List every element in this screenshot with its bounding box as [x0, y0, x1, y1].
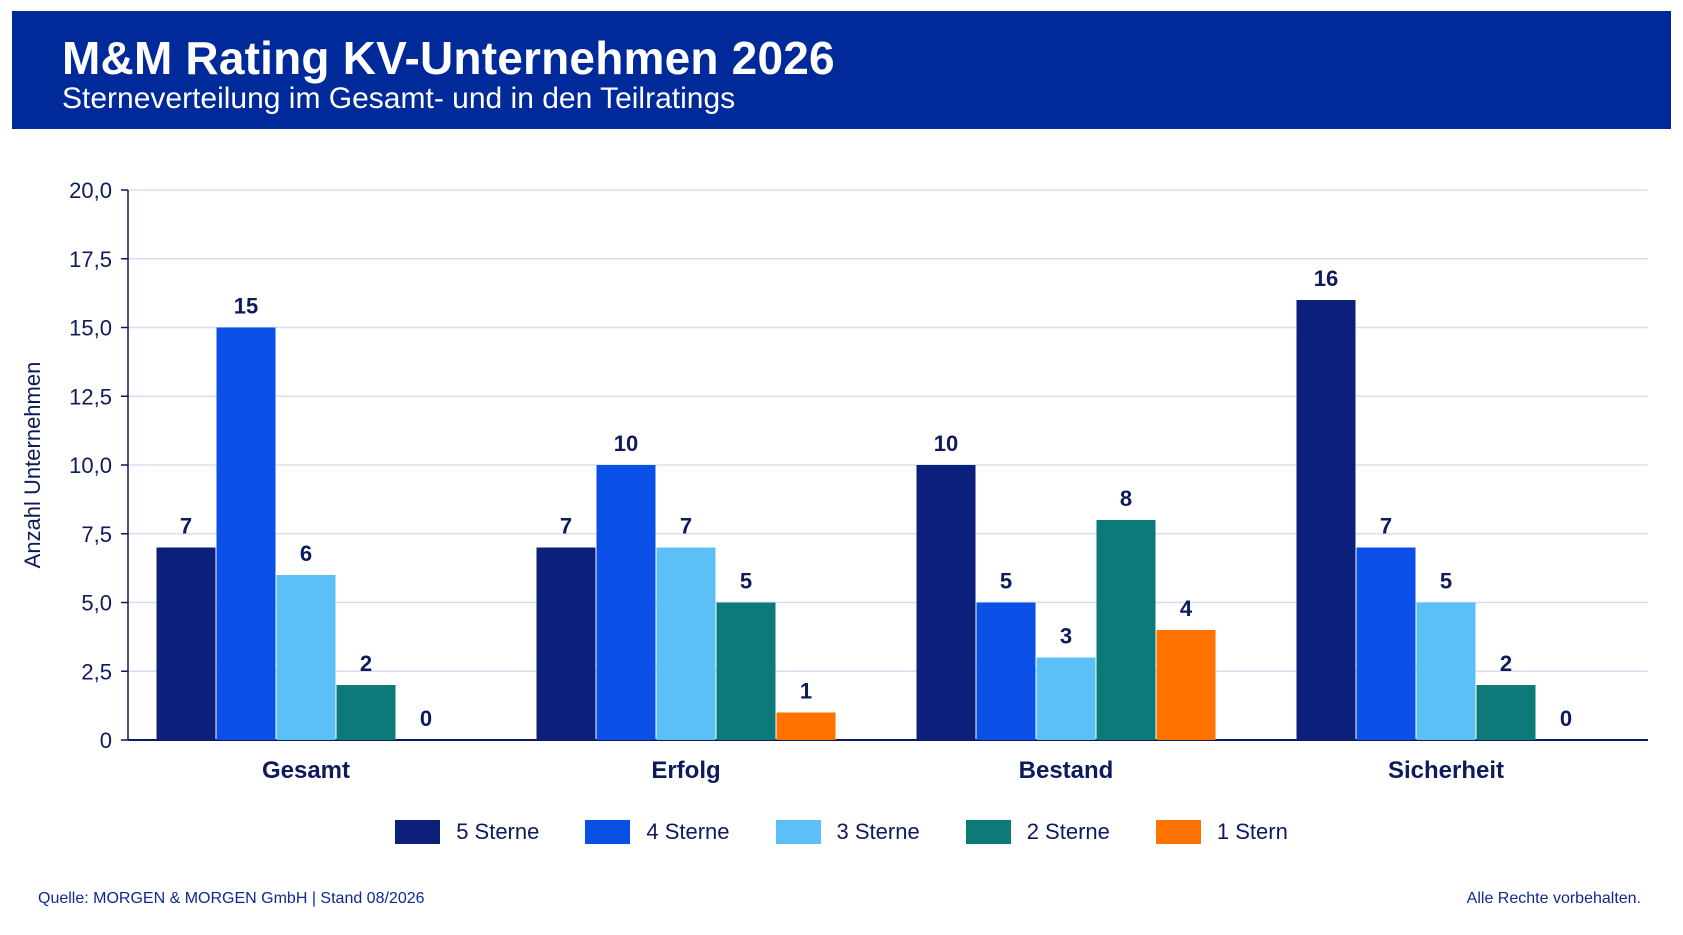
bar [1296, 300, 1356, 740]
grid-lines [128, 189, 1648, 672]
data-labels: 7 15 6 2 0 7 10 7 5 1 10 5 3 8 4 16 7 5 2 0 [180, 266, 1572, 731]
legend-label: 5 Sterne [456, 819, 540, 844]
data-label: 3 [1060, 624, 1072, 649]
legend-swatch [965, 820, 1011, 844]
data-label: 4 [1180, 596, 1193, 621]
y-tick-label: 7,5 [81, 522, 112, 547]
rights-note: Alle Rechte vorbehalten. [1466, 890, 1641, 907]
legend-swatch [585, 820, 631, 844]
legend-item: 4 Sterne [585, 819, 730, 845]
data-label: 0 [420, 706, 432, 731]
legend-item: 1 Stern [1155, 819, 1288, 845]
y-tick-label: 5,0 [81, 591, 112, 616]
data-label: 6 [300, 541, 312, 566]
x-category-label: Erfolg [651, 757, 720, 784]
legend-item: 3 Sterne [775, 819, 920, 845]
chart-title: M&M Rating KV-Unternehmen 2026 [62, 32, 835, 84]
bar [716, 602, 776, 740]
y-tick-label: 2,5 [81, 659, 112, 684]
bar [656, 547, 716, 740]
bar [976, 602, 1036, 740]
bar [776, 712, 836, 740]
bar [1356, 547, 1416, 740]
legend-label: 2 Sterne [1026, 819, 1110, 844]
bar [1036, 657, 1096, 740]
x-category-label: Bestand [1019, 757, 1114, 784]
data-label: 16 [1314, 266, 1338, 291]
bar [916, 465, 976, 740]
data-label: 10 [614, 431, 638, 456]
legend-swatch [395, 820, 441, 844]
bar [1416, 602, 1476, 740]
bar [336, 685, 396, 740]
data-label: 15 [234, 294, 258, 319]
x-category-label: Gesamt [262, 757, 350, 784]
data-label: 2 [1500, 651, 1512, 676]
data-label: 7 [680, 514, 692, 539]
source-note: Quelle: MORGEN & MORGEN GmbH | Stand 08/… [38, 890, 425, 907]
legend-label: 4 Sterne [646, 819, 730, 844]
bar [596, 465, 656, 740]
legend-item: 2 Sterne [965, 819, 1110, 845]
y-tick-label: 10,0 [69, 453, 112, 478]
y-axis-label: Anzahl Unternehmen [20, 362, 45, 569]
data-label: 5 [1440, 569, 1452, 594]
data-label: 5 [1000, 569, 1012, 594]
chart-subtitle: Sterneverteilung im Gesamt- und in den T… [62, 82, 736, 115]
data-label: 7 [180, 514, 192, 539]
bar [1156, 630, 1216, 740]
bar [276, 575, 336, 740]
data-label: 2 [360, 651, 372, 676]
bar [1476, 685, 1536, 740]
legend-item: 5 Sterne [395, 819, 539, 845]
y-tick-label: 17,5 [69, 247, 112, 272]
data-label: 7 [1380, 514, 1392, 539]
y-tick-label: 20,0 [69, 178, 112, 203]
bars [156, 300, 1536, 740]
legend-label: 3 Sterne [836, 819, 920, 844]
bar [216, 327, 276, 740]
data-label: 0 [1560, 706, 1572, 731]
data-label: 8 [1120, 486, 1132, 511]
y-tick-label: 12,5 [69, 384, 112, 409]
bar [1096, 520, 1156, 740]
x-category-label: Sicherheit [1388, 757, 1504, 784]
legend-label: 1 Stern [1216, 819, 1288, 844]
header-banner: M&M Rating KV-Unternehmen 2026 Sternever… [12, 11, 1671, 129]
bar [536, 547, 596, 740]
legend-swatch [1155, 820, 1201, 844]
y-tick-label: 0 [100, 728, 112, 753]
legend: 5 Sterne 4 Sterne 3 Sterne 2 Sterne 1 Stern [0, 814, 1683, 850]
data-label: 7 [560, 514, 572, 539]
y-tick-label: 15,0 [69, 316, 112, 341]
data-label: 5 [740, 569, 752, 594]
data-label: 10 [934, 431, 958, 456]
legend-swatch [775, 820, 821, 844]
bar [156, 547, 216, 740]
data-label: 1 [800, 679, 812, 704]
